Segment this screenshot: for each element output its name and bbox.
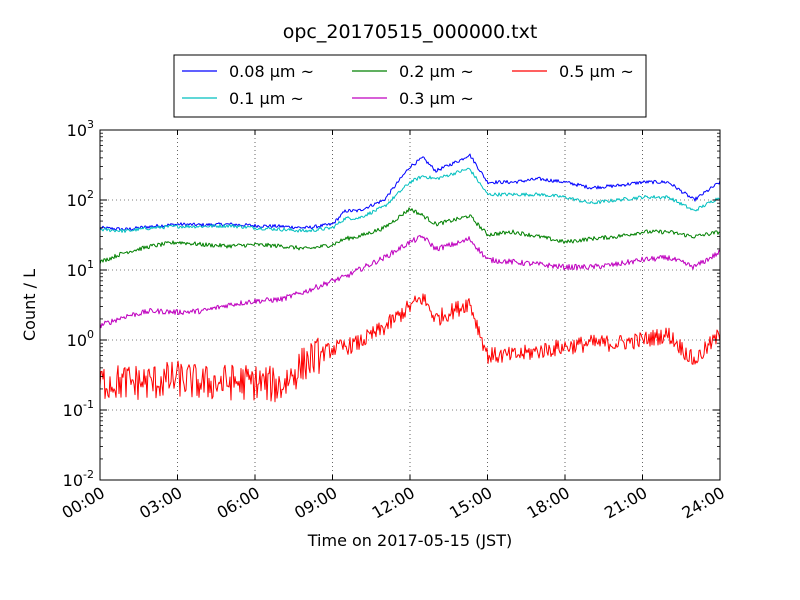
- series-layer: [99, 153, 721, 403]
- y-tick-label: 10-1: [63, 398, 94, 420]
- plot-area: [100, 130, 720, 480]
- x-tick-label: 09:00: [291, 483, 340, 523]
- x-tick-label: 24:00: [679, 483, 728, 523]
- x-tick-label: 18:00: [524, 483, 573, 523]
- x-tick-label: 06:00: [214, 483, 263, 523]
- series-line: [99, 167, 720, 233]
- x-axis-label: Time on 2017-05-15 (JST): [307, 531, 512, 550]
- ticks: [99, 129, 721, 481]
- series-line: [99, 153, 721, 231]
- series-line: [99, 293, 721, 403]
- x-tick-label: 21:00: [601, 483, 650, 523]
- series-line: [99, 234, 721, 329]
- y-tick-label: 10-2: [63, 468, 94, 490]
- legend-label: 0.3 μm ~: [399, 89, 474, 108]
- y-tick-label: 100: [67, 328, 94, 350]
- y-tick-label: 103: [67, 118, 94, 140]
- y-tick-label: 101: [67, 258, 94, 280]
- y-tick-label: 102: [67, 188, 94, 210]
- plot-background: [100, 130, 720, 480]
- legend-label: 0.5 μm ~: [559, 62, 634, 81]
- legend-label: 0.2 μm ~: [399, 62, 474, 81]
- legend-label: 0.08 μm ~: [229, 62, 314, 81]
- x-tick-label: 03:00: [136, 483, 185, 523]
- x-tick-labels: 00:00 03:00 06:00 09:00 12:00 15:00 18:00 21:00…: [59, 483, 728, 523]
- chart-title: opc_20170515_000000.txt: [283, 21, 538, 43]
- y-axis-label: Count / L: [20, 269, 39, 341]
- x-tick-label: 12:00: [369, 483, 418, 523]
- series-line: [99, 207, 721, 265]
- y-tick-labels: 10-2 10-1 100 101 102 103: [63, 118, 94, 490]
- x-tick-label: 15:00: [446, 483, 495, 523]
- legend-label: 0.1 μm ~: [229, 89, 304, 108]
- legend: 0.08 μm ~ 0.1 μm ~ 0.2 μm ~ 0.3 μm ~ 0.5 μm …: [173, 54, 647, 118]
